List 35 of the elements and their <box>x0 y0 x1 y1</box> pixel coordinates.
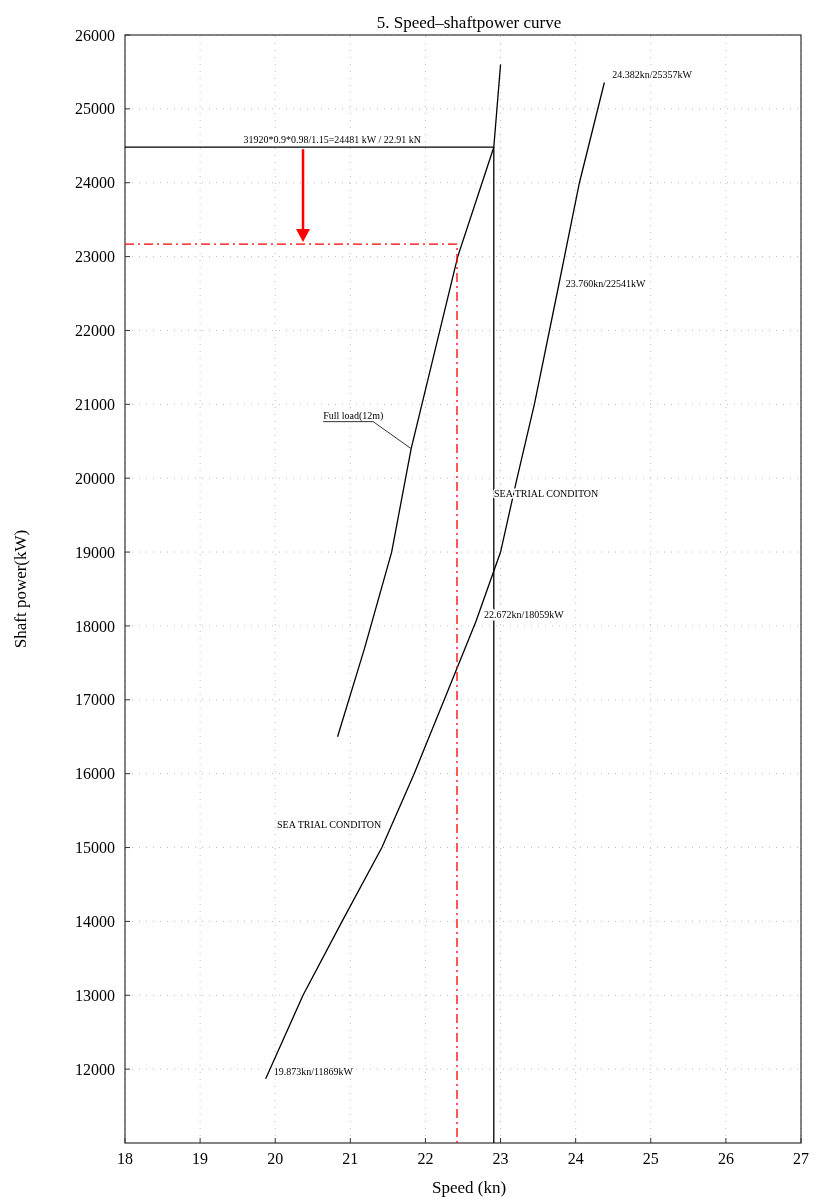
y-tick-label: 13000 <box>75 986 115 1004</box>
x-tick-label: 21 <box>342 1150 359 1167</box>
x-tick-label: 20 <box>267 1150 284 1167</box>
y-tick-label: 22000 <box>75 322 115 340</box>
x-axis-title: Speed (kn) <box>431 1178 507 1197</box>
annotation: SEA TRIAL CONDITON <box>494 488 599 499</box>
annotation: Full load(12m) <box>323 409 384 422</box>
x-tick-label: 23 <box>492 1150 509 1167</box>
x-tick-label: 25 <box>642 1150 659 1167</box>
y-tick-label: 14000 <box>75 913 115 930</box>
annotation: SEA TRIAL CONDITON <box>277 819 382 830</box>
annotation: 24.382kn/25357kW <box>612 69 693 81</box>
y-tick-label: 19000 <box>75 543 115 561</box>
x-tick-label: 24 <box>567 1150 584 1167</box>
x-tick-label: 27 <box>793 1150 809 1167</box>
x-tick-label: 22 <box>417 1150 434 1167</box>
y-tick-label: 24000 <box>75 174 115 192</box>
x-tick-label: 18 <box>117 1150 133 1167</box>
annotation: 19.873kn/11869kW <box>273 1065 354 1077</box>
chart-title: 5. Speed–shaftpower curve <box>376 13 562 32</box>
x-tick-label: 26 <box>717 1150 734 1167</box>
annotation: 31920*0.9*0.98/1.15=24481 kW / 22.91 kN <box>243 134 422 146</box>
y-tick-label: 23000 <box>75 248 115 266</box>
y-tick-label: 20000 <box>75 469 115 487</box>
annotation: 23.760kn/22541kW <box>565 277 646 289</box>
y-tick-label: 25000 <box>75 100 115 118</box>
y-tick-label: 15000 <box>75 839 115 857</box>
y-tick-label: 12000 <box>75 1060 115 1078</box>
y-tick-label: 26000 <box>75 26 115 44</box>
y-tick-label: 16000 <box>75 765 115 783</box>
y-tick-label: 21000 <box>75 395 115 413</box>
x-tick-label: 19 <box>192 1150 209 1167</box>
y-tick-label: 18000 <box>75 617 115 635</box>
y-axis-title: Shaft power(kW) <box>11 529 30 649</box>
y-tick-label: 17000 <box>75 691 115 709</box>
